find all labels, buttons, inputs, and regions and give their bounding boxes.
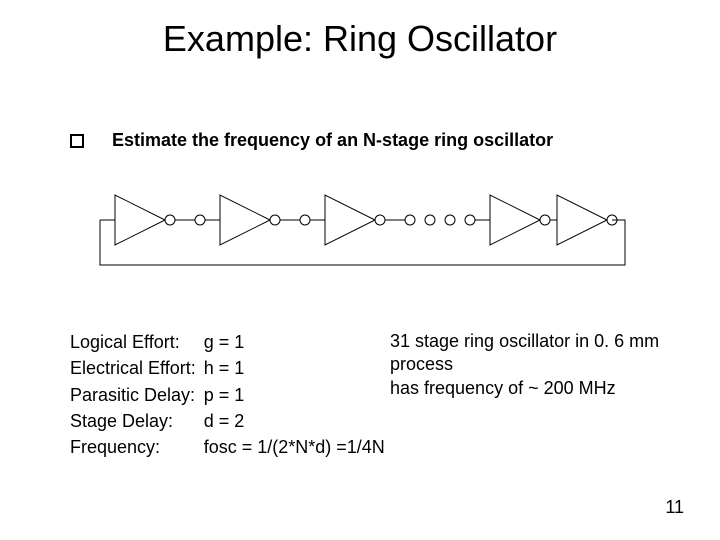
bullet-row: Estimate the frequency of an N-stage rin… [70, 130, 553, 151]
param-row: Parasitic Delay:p = 1 [70, 383, 393, 409]
param-value: fosc = 1/(2*N*d) =1/4N [204, 435, 393, 461]
param-row: Electrical Effort:h = 1 [70, 356, 393, 382]
parameters-block: Logical Effort:g = 1Electrical Effort:h … [70, 330, 393, 461]
note-line-1: 31 stage ring oscillator in 0. 6 mm proc… [390, 330, 720, 377]
parameters-table: Logical Effort:g = 1Electrical Effort:h … [70, 330, 393, 461]
page-number: 11 [665, 497, 684, 518]
param-label: Parasitic Delay: [70, 383, 204, 409]
param-label: Frequency: [70, 435, 204, 461]
param-value: p = 1 [204, 383, 393, 409]
note-block: 31 stage ring oscillator in 0. 6 mm proc… [390, 330, 720, 400]
param-row: Stage Delay:d = 2 [70, 409, 393, 435]
diagram-svg [60, 170, 660, 290]
note-line-2: has frequency of ~ 200 MHz [390, 377, 720, 400]
param-row: Frequency:fosc = 1/(2*N*d) =1/4N [70, 435, 393, 461]
param-value: g = 1 [204, 330, 393, 356]
bullet-icon [70, 134, 84, 148]
param-label: Stage Delay: [70, 409, 204, 435]
slide: Example: Ring Oscillator Estimate the fr… [0, 0, 720, 540]
param-value: d = 2 [204, 409, 393, 435]
slide-title: Example: Ring Oscillator [0, 18, 720, 60]
param-row: Logical Effort:g = 1 [70, 330, 393, 356]
param-label: Electrical Effort: [70, 356, 204, 382]
param-label: Logical Effort: [70, 330, 204, 356]
ring-oscillator-diagram [60, 170, 660, 290]
param-value: h = 1 [204, 356, 393, 382]
bullet-text: Estimate the frequency of an N-stage rin… [112, 130, 553, 151]
